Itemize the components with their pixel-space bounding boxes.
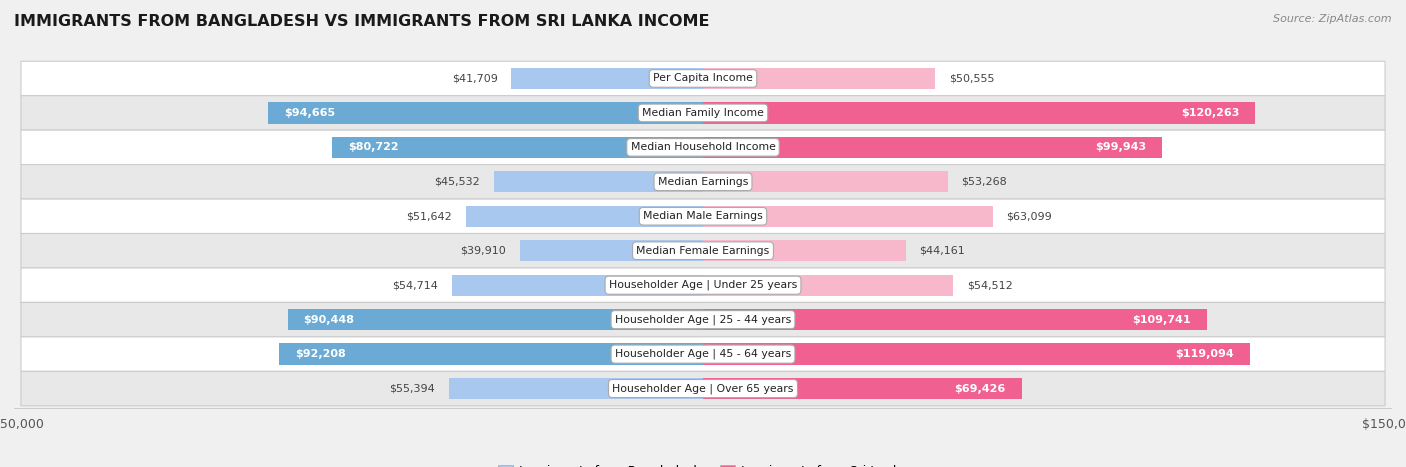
Text: $109,741: $109,741 [1132,315,1191,325]
Text: $63,099: $63,099 [1007,211,1052,221]
Text: $94,665: $94,665 [284,108,336,118]
Bar [703,309,1206,330]
Bar [332,137,703,158]
Bar [494,171,703,192]
Bar [703,275,953,296]
Text: Source: ZipAtlas.com: Source: ZipAtlas.com [1274,14,1392,24]
Bar [703,343,1250,365]
Text: Householder Age | 25 - 44 years: Householder Age | 25 - 44 years [614,314,792,325]
Text: $55,394: $55,394 [389,383,434,394]
Bar [465,205,703,227]
FancyBboxPatch shape [21,371,1385,406]
Text: $54,512: $54,512 [967,280,1012,290]
Bar [703,137,1161,158]
FancyBboxPatch shape [21,303,1385,337]
Text: $50,555: $50,555 [949,73,994,84]
FancyBboxPatch shape [21,164,1385,199]
Text: $119,094: $119,094 [1175,349,1234,359]
Bar [449,378,703,399]
Text: Median Male Earnings: Median Male Earnings [643,211,763,221]
Text: $44,161: $44,161 [920,246,966,256]
Text: Median Female Earnings: Median Female Earnings [637,246,769,256]
Text: $41,709: $41,709 [451,73,498,84]
Text: $39,910: $39,910 [460,246,506,256]
Text: $90,448: $90,448 [304,315,354,325]
Text: Median Earnings: Median Earnings [658,177,748,187]
FancyBboxPatch shape [21,234,1385,268]
FancyBboxPatch shape [21,96,1385,130]
Legend: Immigrants from Bangladesh, Immigrants from Sri Lanka: Immigrants from Bangladesh, Immigrants f… [494,460,912,467]
FancyBboxPatch shape [21,61,1385,96]
Bar [703,102,1256,124]
Bar [269,102,703,124]
Text: $54,714: $54,714 [392,280,437,290]
Bar [512,68,703,89]
Text: $51,642: $51,642 [406,211,453,221]
Bar [703,205,993,227]
Text: $69,426: $69,426 [955,383,1005,394]
Bar [451,275,703,296]
Text: IMMIGRANTS FROM BANGLADESH VS IMMIGRANTS FROM SRI LANKA INCOME: IMMIGRANTS FROM BANGLADESH VS IMMIGRANTS… [14,14,710,29]
Bar [520,240,703,262]
Text: Householder Age | Under 25 years: Householder Age | Under 25 years [609,280,797,290]
Text: Median Household Income: Median Household Income [630,142,776,152]
Text: $120,263: $120,263 [1181,108,1239,118]
Text: $45,532: $45,532 [434,177,479,187]
Text: Householder Age | Over 65 years: Householder Age | Over 65 years [612,383,794,394]
Text: Median Family Income: Median Family Income [643,108,763,118]
Text: Per Capita Income: Per Capita Income [652,73,754,84]
Bar [703,378,1022,399]
Bar [703,68,935,89]
Bar [703,171,948,192]
FancyBboxPatch shape [21,337,1385,371]
FancyBboxPatch shape [21,199,1385,234]
Bar [288,309,703,330]
FancyBboxPatch shape [21,268,1385,303]
Text: Householder Age | 45 - 64 years: Householder Age | 45 - 64 years [614,349,792,359]
FancyBboxPatch shape [21,130,1385,164]
Bar [703,240,905,262]
Text: $92,208: $92,208 [295,349,346,359]
Bar [280,343,703,365]
Text: $53,268: $53,268 [962,177,1007,187]
Text: $80,722: $80,722 [349,142,399,152]
Text: $99,943: $99,943 [1095,142,1146,152]
